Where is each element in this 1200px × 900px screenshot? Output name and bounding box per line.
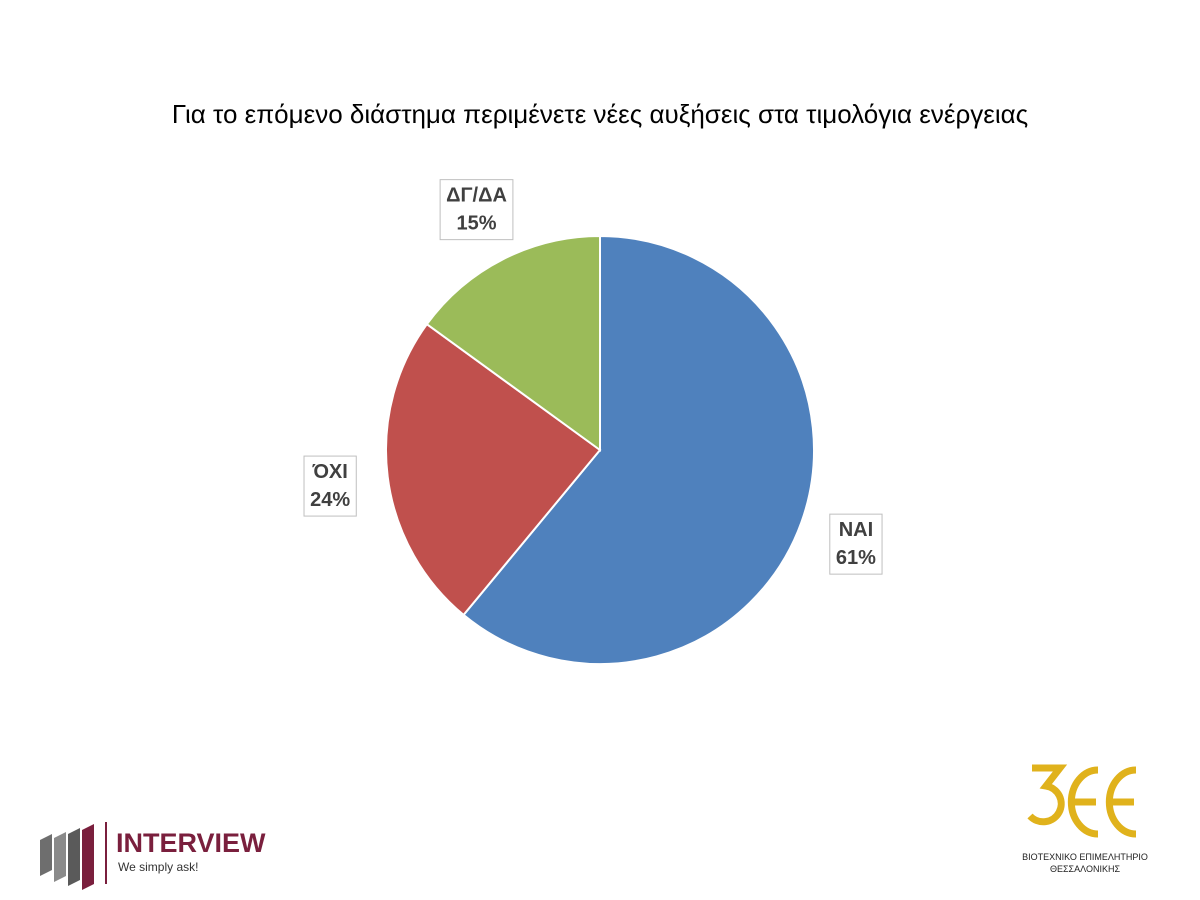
label-box xyxy=(829,513,883,575)
label-category: ΌΧΙ xyxy=(311,461,347,483)
pie-slice xyxy=(462,234,815,665)
label-box xyxy=(439,179,514,241)
logo-name: INTERVIEW xyxy=(116,828,266,858)
label-category: ΝΑΙ xyxy=(839,519,873,541)
label-category: ΔΓ/ΔΑ xyxy=(446,185,507,207)
bee-logo: ΒΙΟΤΕΧΝΙΚΟ ΕΠΙΜΕΛΗΤΗΡΙΟ ΘΕΣΣΑΛΟΝΙΚΗΣ xyxy=(1022,764,1148,874)
data-label: ΝΑΙ 61% xyxy=(829,513,883,575)
chart-title: Για το επόμενο διάστημα περιμένετε νέες … xyxy=(171,99,1029,129)
interview-logo: INTERVIEW We simply ask! xyxy=(40,822,266,890)
label-value: 24% xyxy=(310,489,350,511)
pie-slice xyxy=(425,234,601,452)
label-box xyxy=(303,455,357,517)
data-label: ΔΓ/ΔΑ 15% xyxy=(439,179,514,241)
data-label: ΌΧΙ 24% xyxy=(303,455,357,517)
logo-line2: ΘΕΣΣΑΛΟΝΙΚΗΣ xyxy=(1050,864,1120,874)
label-value: 61% xyxy=(836,547,876,569)
logo-slogan: We simply ask! xyxy=(118,860,198,874)
pie-slice xyxy=(385,322,602,617)
logo-line1: ΒΙΟΤΕΧΝΙΚΟ ΕΠΙΜΕΛΗΤΗΡΙΟ xyxy=(1022,852,1148,862)
label-value: 15% xyxy=(456,213,496,235)
